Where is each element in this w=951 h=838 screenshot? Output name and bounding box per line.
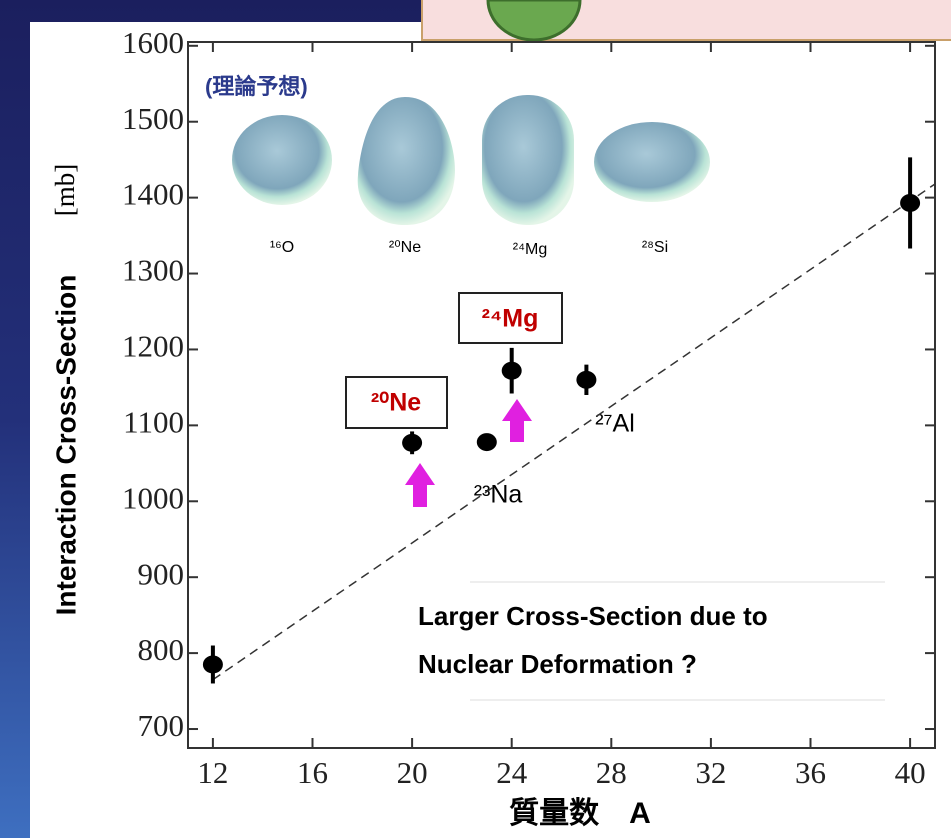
point (202, 655, 223, 674)
point (402, 433, 423, 452)
y-tick-label: 1100 (123, 404, 184, 439)
shape-label: ¹⁶O (270, 239, 294, 256)
arrow (405, 463, 435, 507)
boxed-label: ²⁰Ne (371, 389, 421, 417)
y-tick-label: 1500 (122, 101, 184, 136)
plot-frame (187, 41, 936, 749)
x-tick-label: 24 (496, 755, 528, 790)
boxed-label: ²⁴Mg (482, 305, 539, 333)
x-tick-label: 36 (795, 755, 826, 790)
y-tick-label: 1600 (122, 25, 184, 60)
x-tick-label: 32 (695, 755, 726, 790)
x-tick-label: 20 (397, 755, 428, 790)
y-tick-label: 900 (138, 556, 185, 591)
shape-label: ²⁰Ne (389, 239, 421, 256)
shape (357, 97, 455, 225)
y-tick-label: 1200 (122, 329, 184, 364)
arrow (502, 399, 532, 442)
header-icon (486, 0, 582, 42)
x-label: 質量数 A (509, 797, 651, 830)
shape (482, 95, 574, 225)
point (501, 361, 522, 380)
y-tick-label: 800 (138, 632, 185, 667)
x-tick-label: 12 (197, 755, 228, 790)
theory-label: (理論予想) (205, 74, 308, 99)
point-label: ²⁷Al (595, 410, 635, 438)
shape-label: ²⁴Mg (513, 241, 547, 258)
label-box (458, 292, 563, 344)
x-tick-label: 16 (297, 755, 328, 790)
x-tick-label: 28 (596, 755, 627, 790)
x-tick-label: 40 (895, 755, 926, 790)
point (476, 433, 497, 452)
point (900, 193, 921, 212)
trend-line (212, 183, 936, 681)
label-box (345, 376, 448, 429)
point (576, 370, 597, 389)
y-tick-label: 1300 (122, 253, 184, 288)
note: Nuclear Deformation ? (418, 649, 697, 679)
shape (594, 122, 710, 202)
shape-label: ²⁸Si (642, 239, 668, 256)
y-tick-label: 1400 (122, 177, 184, 212)
y-label: Interaction Cross-Section (50, 275, 81, 616)
shape (232, 115, 332, 205)
y-tick-label: 700 (138, 708, 185, 743)
y-tick-label: 1000 (122, 480, 184, 515)
y-unit: [mb] (50, 164, 80, 216)
point-label: ²³Na (474, 481, 523, 509)
note: Larger Cross-Section due to (418, 601, 768, 631)
